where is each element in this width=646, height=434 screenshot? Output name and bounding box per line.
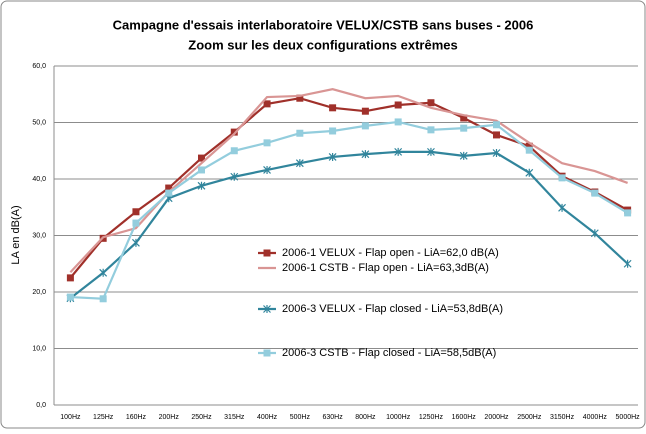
chart-title: Campagne d'essais interlaboratoire VELUX…	[113, 17, 534, 32]
data-point	[624, 209, 632, 217]
data-point	[394, 118, 402, 126]
data-point	[328, 152, 337, 161]
data-point	[558, 174, 566, 182]
data-point	[329, 104, 337, 112]
data-point	[590, 229, 599, 238]
x-tick-label: 100Hz	[60, 414, 81, 421]
legend-label: 2006-1 VELUX - Flap open - LiA=62,0 dB(A…	[282, 247, 499, 259]
x-tick-label: 630Hz	[322, 414, 343, 421]
data-point	[525, 146, 533, 154]
legend-marker	[263, 349, 271, 357]
data-point	[394, 147, 403, 156]
data-point	[394, 101, 402, 109]
data-point	[197, 181, 206, 190]
series-line	[69, 150, 629, 300]
data-point	[66, 293, 74, 301]
data-point	[459, 151, 468, 160]
data-point	[99, 295, 107, 303]
y-axis-label: LA en dB(A)	[10, 205, 22, 264]
data-point	[427, 147, 435, 156]
data-point	[295, 159, 304, 168]
series-line	[69, 97, 629, 279]
legend-marker	[263, 249, 271, 257]
x-tick-label: 250Hz	[191, 414, 212, 421]
x-tick-label: 2500Hz	[517, 414, 542, 421]
x-tick-label: 200Hz	[159, 414, 180, 421]
series-line	[70, 120, 629, 300]
data-point	[361, 122, 369, 130]
data-point	[525, 142, 533, 150]
data-point	[361, 150, 370, 159]
x-tick-label: 800Hz	[355, 414, 376, 421]
legend-label: 2006-3 CSTB - Flap closed - LiA=58,5dB(A…	[282, 347, 496, 359]
data-point	[329, 127, 337, 135]
x-tick-label: 3150Hz	[550, 414, 575, 421]
data-point	[427, 126, 435, 134]
x-tick-label: 1000Hz	[386, 414, 411, 421]
data-point	[296, 94, 304, 102]
data-point	[198, 166, 205, 174]
data-point	[132, 238, 140, 247]
legend-marker	[263, 305, 271, 313]
y-tick-label: 40,0	[32, 176, 46, 183]
data-point	[165, 184, 173, 192]
x-tick-label: 315Hz	[224, 414, 245, 421]
data-point	[230, 147, 238, 155]
x-tick-label: 400Hz	[257, 414, 278, 421]
data-point	[263, 165, 271, 174]
x-tick-label: 1600Hz	[452, 414, 477, 421]
x-tick-label: 1250Hz	[419, 414, 444, 421]
x-tick-label: 5000Hz	[616, 414, 641, 421]
data-point	[165, 189, 173, 197]
chart-subtitle: Zoom sur les deux configurations extrême…	[188, 37, 457, 52]
data-point	[492, 149, 501, 158]
data-point	[623, 259, 632, 268]
data-point	[263, 100, 271, 108]
data-point	[460, 124, 468, 132]
data-point	[230, 172, 239, 181]
y-tick-label: 0,0	[36, 402, 46, 409]
x-tick-label: 160Hz	[126, 414, 147, 421]
y-tick-label: 50,0	[32, 119, 46, 126]
y-tick-label: 20,0	[32, 289, 46, 296]
data-point	[263, 139, 271, 147]
x-tick-label: 125Hz	[93, 414, 114, 421]
legend-label: 2006-1 CSTB - Flap open - LiA=63,3dB(A)	[282, 262, 489, 274]
data-point	[296, 129, 304, 137]
data-point	[427, 99, 435, 107]
data-point	[230, 128, 238, 136]
data-point	[99, 268, 108, 277]
x-tick-label: 4000Hz	[583, 414, 608, 421]
x-tick-label: 500Hz	[290, 414, 311, 421]
data-point	[591, 189, 599, 197]
data-point	[198, 154, 205, 162]
y-tick-label: 60,0	[32, 63, 46, 70]
data-point	[525, 168, 534, 177]
y-tick-label: 30,0	[32, 232, 46, 239]
data-point	[132, 208, 140, 216]
data-point	[66, 274, 74, 282]
legend-label: 2006-3 VELUX - Flap closed - LiA=53,8dB(…	[282, 303, 503, 315]
x-tick-label: 2000Hz	[484, 414, 509, 421]
data-point	[460, 114, 468, 122]
data-point	[493, 121, 500, 129]
data-point	[132, 219, 140, 227]
data-point	[558, 203, 566, 212]
y-tick-label: 10,0	[32, 345, 46, 352]
data-point	[493, 131, 500, 139]
data-point	[361, 107, 369, 115]
